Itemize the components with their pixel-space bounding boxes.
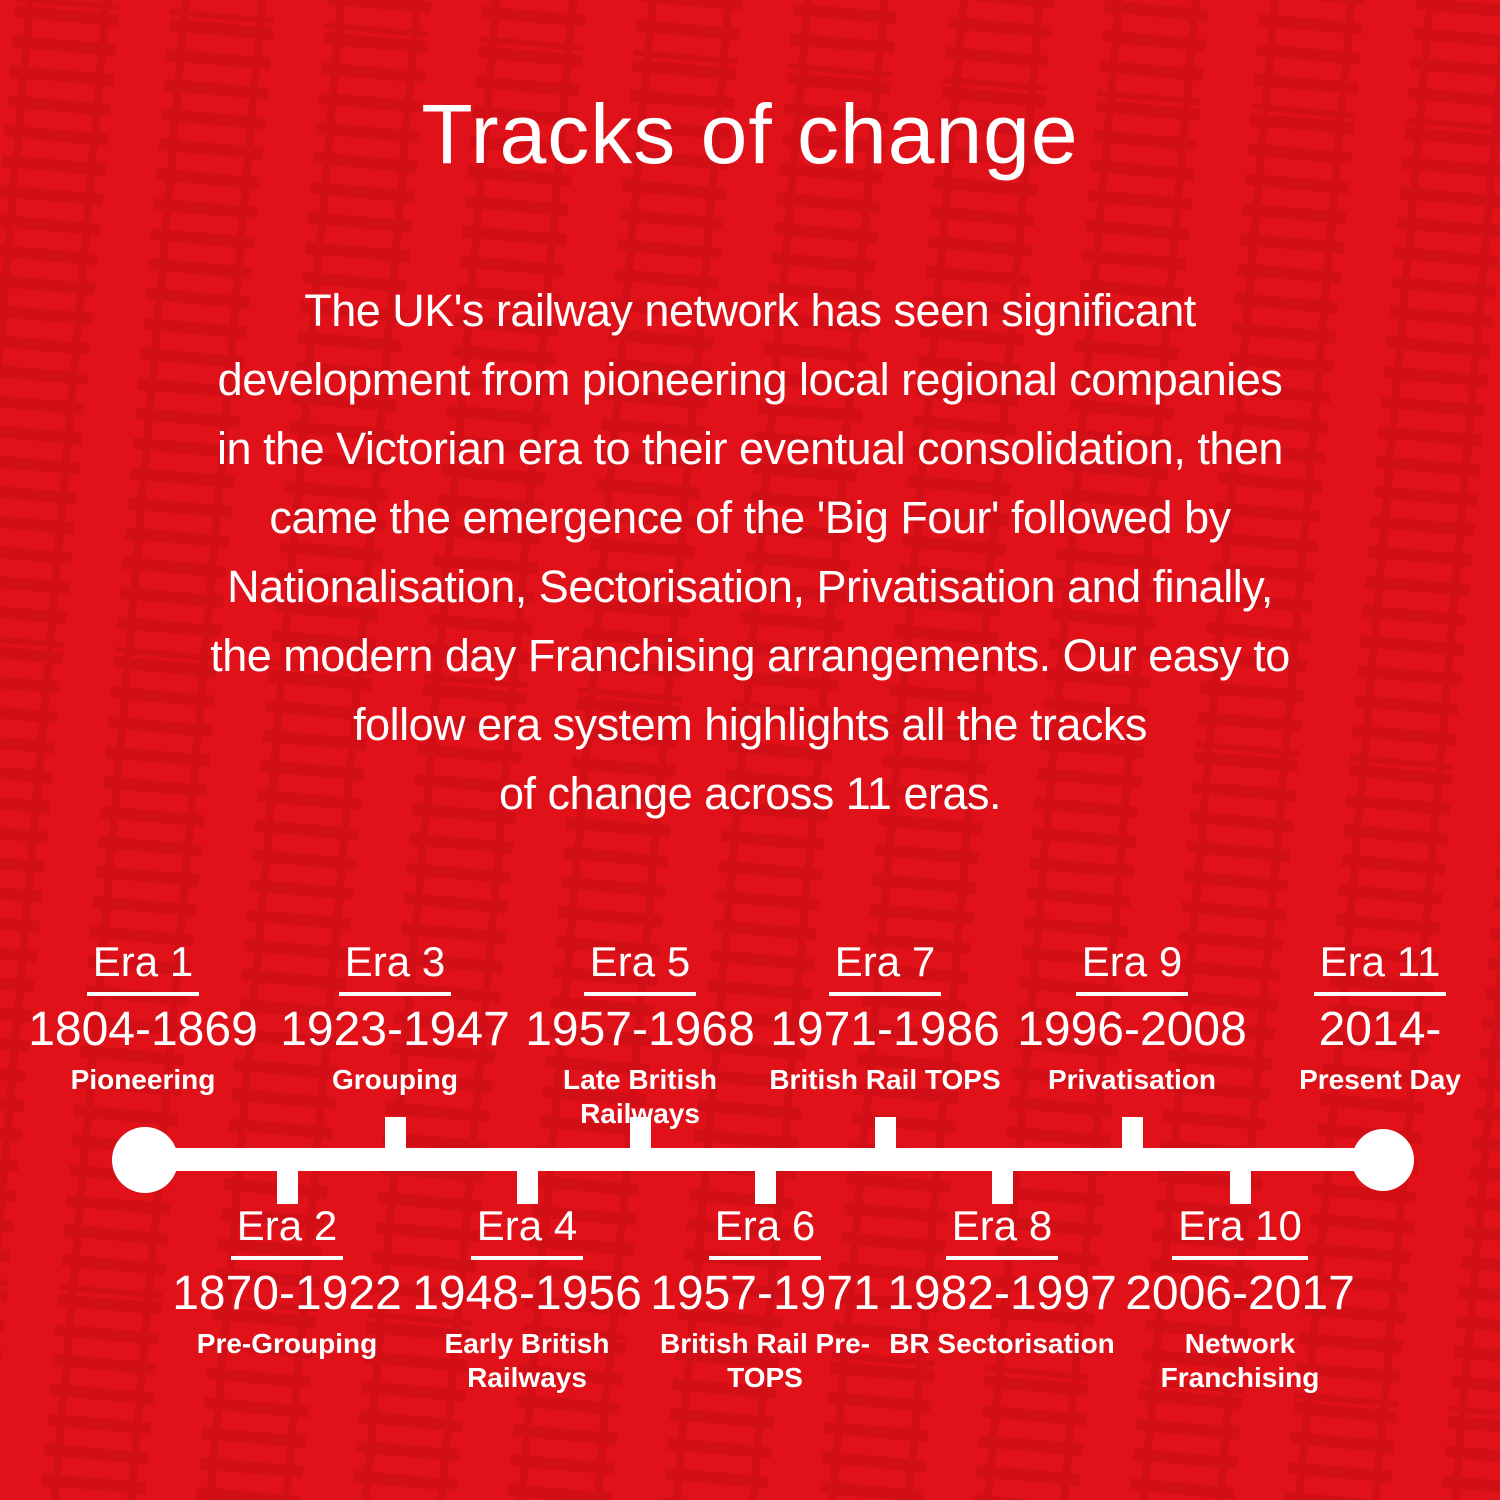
era-label: Pre-Grouping bbox=[196, 1328, 378, 1359]
page-title: Tracks of change bbox=[421, 87, 1079, 181]
era-column-5: Era 5 1957-1968 Late British Railways bbox=[510, 938, 770, 1131]
intro-line: The UK's railway network has seen signif… bbox=[304, 285, 1196, 336]
era-column-2: Era 2 1870-1922 Pre-Grouping bbox=[157, 1202, 417, 1361]
era-label: Late British Railways bbox=[562, 1064, 718, 1129]
intro-line: the modern day Franchising arrangements.… bbox=[210, 630, 1290, 681]
intro-paragraph: The UK's railway network has seen signif… bbox=[0, 276, 1500, 828]
era-label: Early British Railways bbox=[444, 1328, 610, 1393]
era-label: BR Sectorisation bbox=[889, 1328, 1115, 1359]
intro-line: development from pioneering local region… bbox=[217, 354, 1283, 405]
era-title: Era 2 bbox=[157, 1202, 417, 1260]
era-years: 2014- bbox=[1318, 1003, 1442, 1056]
era-column-6: Era 6 1957-1971 British Rail Pre-TOPS bbox=[635, 1202, 895, 1395]
era-column-11: Era 11 2014- Present Day bbox=[1250, 938, 1500, 1097]
era-title: Era 1 bbox=[13, 938, 273, 996]
era-years: 1804-1869 bbox=[28, 1003, 258, 1056]
intro-line: came the emergence of the 'Big Four' fol… bbox=[269, 492, 1231, 543]
era-label: Network Franchising bbox=[1160, 1328, 1320, 1393]
timeline-tick-era6 bbox=[755, 1170, 776, 1204]
era-column-3: Era 3 1923-1947 Grouping bbox=[265, 938, 525, 1097]
era-title: Era 9 bbox=[1002, 938, 1262, 996]
intro-line: follow era system highlights all the tra… bbox=[353, 699, 1147, 750]
era-title: Era 10 bbox=[1110, 1202, 1370, 1260]
timeline-tick-era10 bbox=[1230, 1170, 1251, 1204]
era-title: Era 8 bbox=[872, 1202, 1132, 1260]
intro-line: Nationalisation, Sectorisation, Privatis… bbox=[227, 561, 1273, 612]
era-column-1: Era 1 1804-1869 Pioneering bbox=[13, 938, 273, 1097]
era-title: Era 11 bbox=[1250, 938, 1500, 996]
era-years: 1923-1947 bbox=[280, 1003, 510, 1056]
era-years: 1957-1971 bbox=[650, 1267, 880, 1320]
era-label: Privatisation bbox=[1047, 1064, 1217, 1095]
timeline-bar bbox=[145, 1148, 1385, 1171]
era-years: 1971-1986 bbox=[770, 1003, 1000, 1056]
era-column-9: Era 9 1996-2008 Privatisation bbox=[1002, 938, 1262, 1097]
era-label: Pioneering bbox=[70, 1064, 216, 1095]
era-title: Era 3 bbox=[265, 938, 525, 996]
era-column-7: Era 7 1971-1986 British Rail TOPS bbox=[755, 938, 1015, 1097]
era-title: Era 5 bbox=[510, 938, 770, 996]
era-column-10: Era 10 2006-2017 Network Franchising bbox=[1110, 1202, 1370, 1395]
era-title: Era 4 bbox=[397, 1202, 657, 1260]
timeline-tick-era7 bbox=[875, 1117, 896, 1149]
timeline-tick-era4 bbox=[517, 1170, 538, 1204]
era-title: Era 7 bbox=[755, 938, 1015, 996]
timeline-tick-era2 bbox=[277, 1170, 298, 1204]
era-years: 1870-1922 bbox=[172, 1267, 402, 1320]
era-years: 2006-2017 bbox=[1125, 1267, 1355, 1320]
timeline-endpoint-left-icon bbox=[112, 1127, 178, 1193]
intro-line: of change across 11 eras. bbox=[499, 768, 1001, 819]
era-label: Present Day bbox=[1299, 1064, 1461, 1095]
era-title: Era 6 bbox=[635, 1202, 895, 1260]
era-years: 1957-1968 bbox=[525, 1003, 755, 1056]
intro-line: in the Victorian era to their eventual c… bbox=[217, 423, 1283, 474]
era-column-4: Era 4 1948-1956 Early British Railways bbox=[397, 1202, 657, 1395]
timeline-tick-era5 bbox=[630, 1117, 651, 1149]
era-years: 1948-1956 bbox=[412, 1267, 642, 1320]
era-years: 1982-1997 bbox=[887, 1267, 1117, 1320]
era-column-8: Era 8 1982-1997 BR Sectorisation bbox=[872, 1202, 1132, 1361]
era-years: 1996-2008 bbox=[1017, 1003, 1247, 1056]
era-label: British Rail TOPS bbox=[769, 1064, 1001, 1095]
era-label: British Rail Pre-TOPS bbox=[659, 1328, 871, 1393]
timeline-tick-era8 bbox=[992, 1170, 1013, 1204]
timeline-endpoint-right-icon bbox=[1352, 1129, 1414, 1191]
timeline-tick-era3 bbox=[385, 1117, 406, 1149]
era-label: Grouping bbox=[332, 1064, 458, 1095]
timeline-tick-era9 bbox=[1122, 1117, 1143, 1149]
